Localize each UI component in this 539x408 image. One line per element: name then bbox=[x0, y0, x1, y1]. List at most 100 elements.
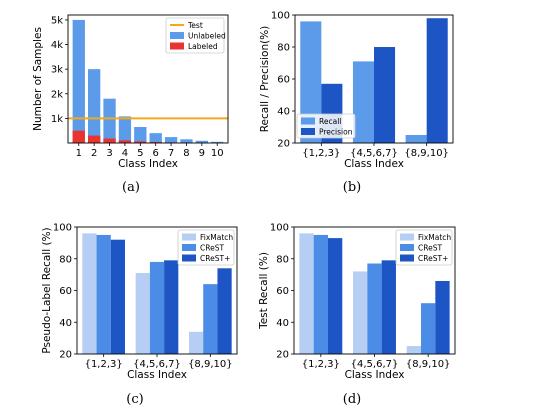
x-tick-label: {8,9,10} bbox=[404, 148, 449, 159]
y-tick-label: 20 bbox=[59, 350, 72, 361]
x-tick-label: 7 bbox=[168, 148, 174, 159]
y-tick-label: 20 bbox=[277, 139, 290, 150]
x-tick-label: 6 bbox=[153, 148, 159, 159]
x-tick-label: {8,9,10} bbox=[406, 359, 451, 370]
bar-unlabeled-class-10 bbox=[211, 141, 224, 143]
bar-precision-group-2 bbox=[374, 47, 396, 143]
x-axis-label: Class Index bbox=[127, 369, 187, 381]
bar-labeled-class-2 bbox=[88, 135, 101, 143]
y-tick-label: 4k bbox=[51, 40, 63, 51]
bar-labeled-class-3 bbox=[103, 138, 116, 143]
bar-labeled-class-1 bbox=[72, 130, 85, 143]
panel-caption: (b) bbox=[343, 180, 361, 195]
bar-unlabeled-class-4 bbox=[118, 116, 132, 143]
legend-swatch bbox=[400, 233, 414, 241]
y-tick-label: 40 bbox=[59, 318, 72, 329]
legend-swatch bbox=[182, 254, 196, 262]
bar-unlabeled-class-5 bbox=[134, 127, 147, 143]
x-axis-label: Class Index bbox=[118, 158, 178, 170]
bar-crest-plus-group-3 bbox=[435, 280, 450, 354]
x-axis-label: Class Index bbox=[344, 158, 404, 170]
bar-crest-group-1 bbox=[313, 234, 328, 354]
y-tick-label: 60 bbox=[59, 286, 72, 297]
y-tick-label: 1k bbox=[51, 114, 63, 125]
x-tick-label: 10 bbox=[211, 148, 224, 159]
y-tick-label: 40 bbox=[277, 107, 290, 118]
bar-crest-plus-group-1 bbox=[110, 239, 125, 354]
x-tick-label: {4,5,6,7} bbox=[351, 359, 399, 370]
legend-label: CReST bbox=[418, 244, 442, 253]
x-tick-label: {1,2,3} bbox=[85, 359, 123, 370]
legend-label: Test bbox=[187, 21, 203, 30]
legend-label: Unlabeled bbox=[188, 32, 226, 41]
y-tick-label: 20 bbox=[276, 350, 289, 361]
bar-precision-group-3 bbox=[426, 18, 448, 144]
y-tick-label: 100 bbox=[53, 223, 72, 234]
bar-recall-group-1 bbox=[300, 21, 322, 143]
x-tick-label: 1 bbox=[76, 148, 82, 159]
chart-panel-c: {1,2,3} {4,5,6,7} {8,9,10} 20 40 60 80 100 Class… bbox=[41, 223, 238, 407]
legend-label: FixMatch bbox=[418, 233, 451, 242]
bar-labeled-class-5 bbox=[134, 141, 147, 143]
y-tick-label: 60 bbox=[276, 286, 289, 297]
x-tick-label: 4 bbox=[122, 148, 128, 159]
panel-caption: (a) bbox=[122, 180, 140, 195]
y-tick-label: 80 bbox=[59, 254, 72, 265]
bar-crest-group-3 bbox=[203, 284, 218, 354]
y-tick-label: 60 bbox=[277, 75, 290, 86]
legend-swatch bbox=[170, 32, 184, 39]
bar-fixmatch-group-2 bbox=[135, 273, 150, 354]
y-axis-label: Recall / Precision(%) bbox=[259, 26, 271, 133]
y-tick-label: 80 bbox=[277, 43, 290, 54]
bar-labeled-class-4 bbox=[118, 140, 132, 143]
bar-unlabeled-class-2 bbox=[88, 69, 101, 143]
x-tick-label: 5 bbox=[137, 148, 143, 159]
legend-swatch bbox=[182, 233, 196, 241]
y-axis-label: Test Recall (%) bbox=[258, 252, 270, 330]
bar-crest-plus-group-2 bbox=[381, 260, 396, 354]
bar-crest-plus-group-2 bbox=[164, 260, 179, 354]
x-tick-label: {4,5,6,7} bbox=[350, 148, 398, 159]
bar-unlabeled-class-9 bbox=[195, 140, 208, 143]
legend-label: CReST+ bbox=[200, 254, 230, 263]
panel-caption: (c) bbox=[126, 392, 143, 407]
bar-crest-plus-group-3 bbox=[217, 268, 232, 354]
legend-swatch bbox=[400, 244, 414, 251]
x-axis-label: Class Index bbox=[345, 369, 405, 381]
legend-label: Precision bbox=[319, 128, 353, 137]
legend-swatch bbox=[301, 117, 315, 125]
x-tick-label: {1,2,3} bbox=[302, 148, 340, 159]
chart-panel-a: 1 2 3 4 5 6 7 8 9 10 1k 2k 3k 4k 5k Class Index Number o… bbox=[32, 14, 229, 195]
bar-fixmatch-group-1 bbox=[299, 233, 314, 354]
bar-fixmatch-group-1 bbox=[82, 233, 97, 354]
chart-panel-b: {1,2,3} {4,5,6,7} {8,9,10} 20 40 60 80 100 Class… bbox=[259, 11, 454, 195]
x-tick-label: {1,2,3} bbox=[302, 359, 340, 370]
y-axis-label: Number of Samples bbox=[32, 27, 44, 131]
axes-frame bbox=[67, 14, 229, 144]
legend-swatch bbox=[301, 128, 315, 135]
bar-recall-group-2 bbox=[352, 61, 374, 143]
bar-fixmatch-group-3 bbox=[406, 346, 422, 354]
legend-swatch bbox=[182, 244, 196, 251]
x-tick-label: {8,9,10} bbox=[188, 359, 233, 370]
bar-labeled-class-6 bbox=[149, 142, 162, 143]
y-tick-label: 100 bbox=[270, 223, 289, 234]
bar-unlabeled-class-8 bbox=[180, 139, 193, 143]
x-tick-label: 2 bbox=[91, 148, 97, 159]
x-tick-label: 9 bbox=[199, 148, 205, 159]
y-tick-label: 5k bbox=[51, 15, 63, 26]
x-tick-label: 3 bbox=[106, 148, 112, 159]
legend-label: CReST+ bbox=[418, 254, 448, 263]
y-tick-label: 2k bbox=[51, 89, 63, 100]
bar-crest-group-3 bbox=[421, 303, 436, 354]
chart-panel-d: {1,2,3} {4,5,6,7} {8,9,10} 20 40 60 80 100 Class… bbox=[258, 223, 456, 407]
legend: Recall Precision bbox=[296, 113, 356, 139]
bar-unlabeled-class-6 bbox=[149, 133, 162, 143]
y-tick-label: 100 bbox=[271, 11, 290, 22]
bar-crest-group-2 bbox=[149, 261, 165, 354]
bar-crest-group-1 bbox=[96, 234, 111, 354]
